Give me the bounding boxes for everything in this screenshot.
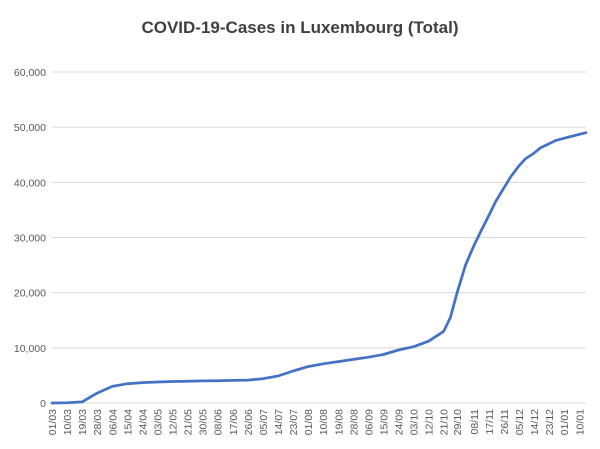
x-tick-label: 29/10: [452, 409, 464, 435]
x-tick-label: 26/06: [243, 409, 255, 435]
chart-title: COVID-19-Cases in Luxembourg (Total): [141, 18, 458, 37]
y-tick-label: 20,000: [14, 288, 46, 300]
x-tick-label: 28/08: [348, 409, 360, 435]
x-axis-tick-labels: 01/03 10/03 19/03 28/03 06/04 15/04 24/04 03/05…: [47, 409, 586, 435]
x-tick-label: 15/04: [122, 409, 134, 435]
x-tick-label: 21/10: [439, 409, 451, 435]
x-tick-label: 30/05: [198, 409, 210, 435]
y-tick-label: 50,000: [14, 122, 46, 134]
gridlines: [52, 71, 586, 404]
x-tick-label: 08/11: [469, 409, 481, 435]
x-tick-label: 23/07: [288, 409, 300, 435]
x-tick-label: 01/01: [559, 409, 571, 435]
y-tick-label: 10,000: [14, 343, 46, 355]
x-tick-label: 06/09: [363, 409, 375, 435]
x-tick-label: 03/05: [152, 409, 164, 435]
x-tick-label: 05/07: [258, 409, 270, 435]
y-tick-label: 40,000: [14, 177, 46, 189]
x-tick-label: 24/04: [137, 409, 149, 435]
y-tick-label: 60,000: [14, 67, 46, 79]
x-tick-label: 28/03: [92, 409, 104, 435]
x-tick-label: 14/12: [529, 409, 541, 435]
y-tick-label: 30,000: [14, 233, 46, 245]
x-tick-label: 19/03: [77, 409, 89, 435]
x-tick-label: 26/11: [499, 409, 511, 435]
x-tick-label: 12/10: [424, 409, 436, 435]
x-tick-label: 01/08: [303, 409, 315, 435]
x-tick-label: 12/05: [168, 409, 180, 435]
y-axis-tick-labels: 0 10,000 20,000 30,000 40,000 50,000 60,000: [14, 67, 46, 410]
x-tick-label: 17/11: [484, 409, 496, 435]
x-tick-label: 10/01: [574, 409, 586, 435]
x-tick-label: 06/04: [107, 409, 119, 435]
x-tick-label: 10/03: [62, 409, 74, 435]
x-tick-label: 08/06: [213, 409, 225, 435]
x-tick-label: 23/12: [544, 409, 556, 435]
x-tick-label: 03/10: [409, 409, 421, 435]
series-line: [50, 131, 588, 405]
x-tick-label: 24/09: [394, 409, 406, 435]
x-tick-label: 05/12: [514, 409, 526, 435]
x-tick-label: 19/08: [333, 409, 345, 435]
y-tick-label: 0: [40, 398, 46, 410]
x-tick-label: 14/07: [273, 409, 285, 435]
x-tick-label: 10/08: [318, 409, 330, 435]
series-layer: [50, 131, 588, 405]
x-tick-label: 01/03: [47, 409, 59, 435]
x-tick-label: 21/05: [183, 409, 195, 435]
x-tick-label: 17/06: [228, 409, 240, 435]
x-tick-label: 15/09: [378, 409, 390, 435]
